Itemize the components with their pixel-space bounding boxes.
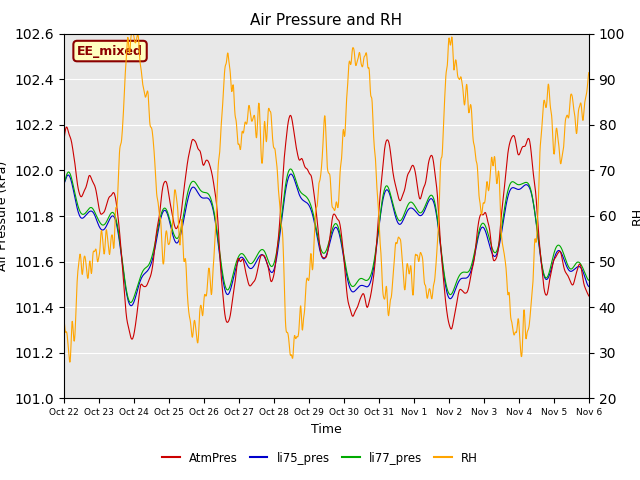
Y-axis label: RH: RH [630, 207, 640, 225]
Legend: AtmPres, li75_pres, li77_pres, RH: AtmPres, li75_pres, li77_pres, RH [157, 447, 483, 469]
Title: Air Pressure and RH: Air Pressure and RH [250, 13, 403, 28]
Text: EE_mixed: EE_mixed [77, 45, 143, 58]
Y-axis label: Air Pressure (kPa): Air Pressure (kPa) [0, 161, 9, 271]
X-axis label: Time: Time [311, 423, 342, 436]
